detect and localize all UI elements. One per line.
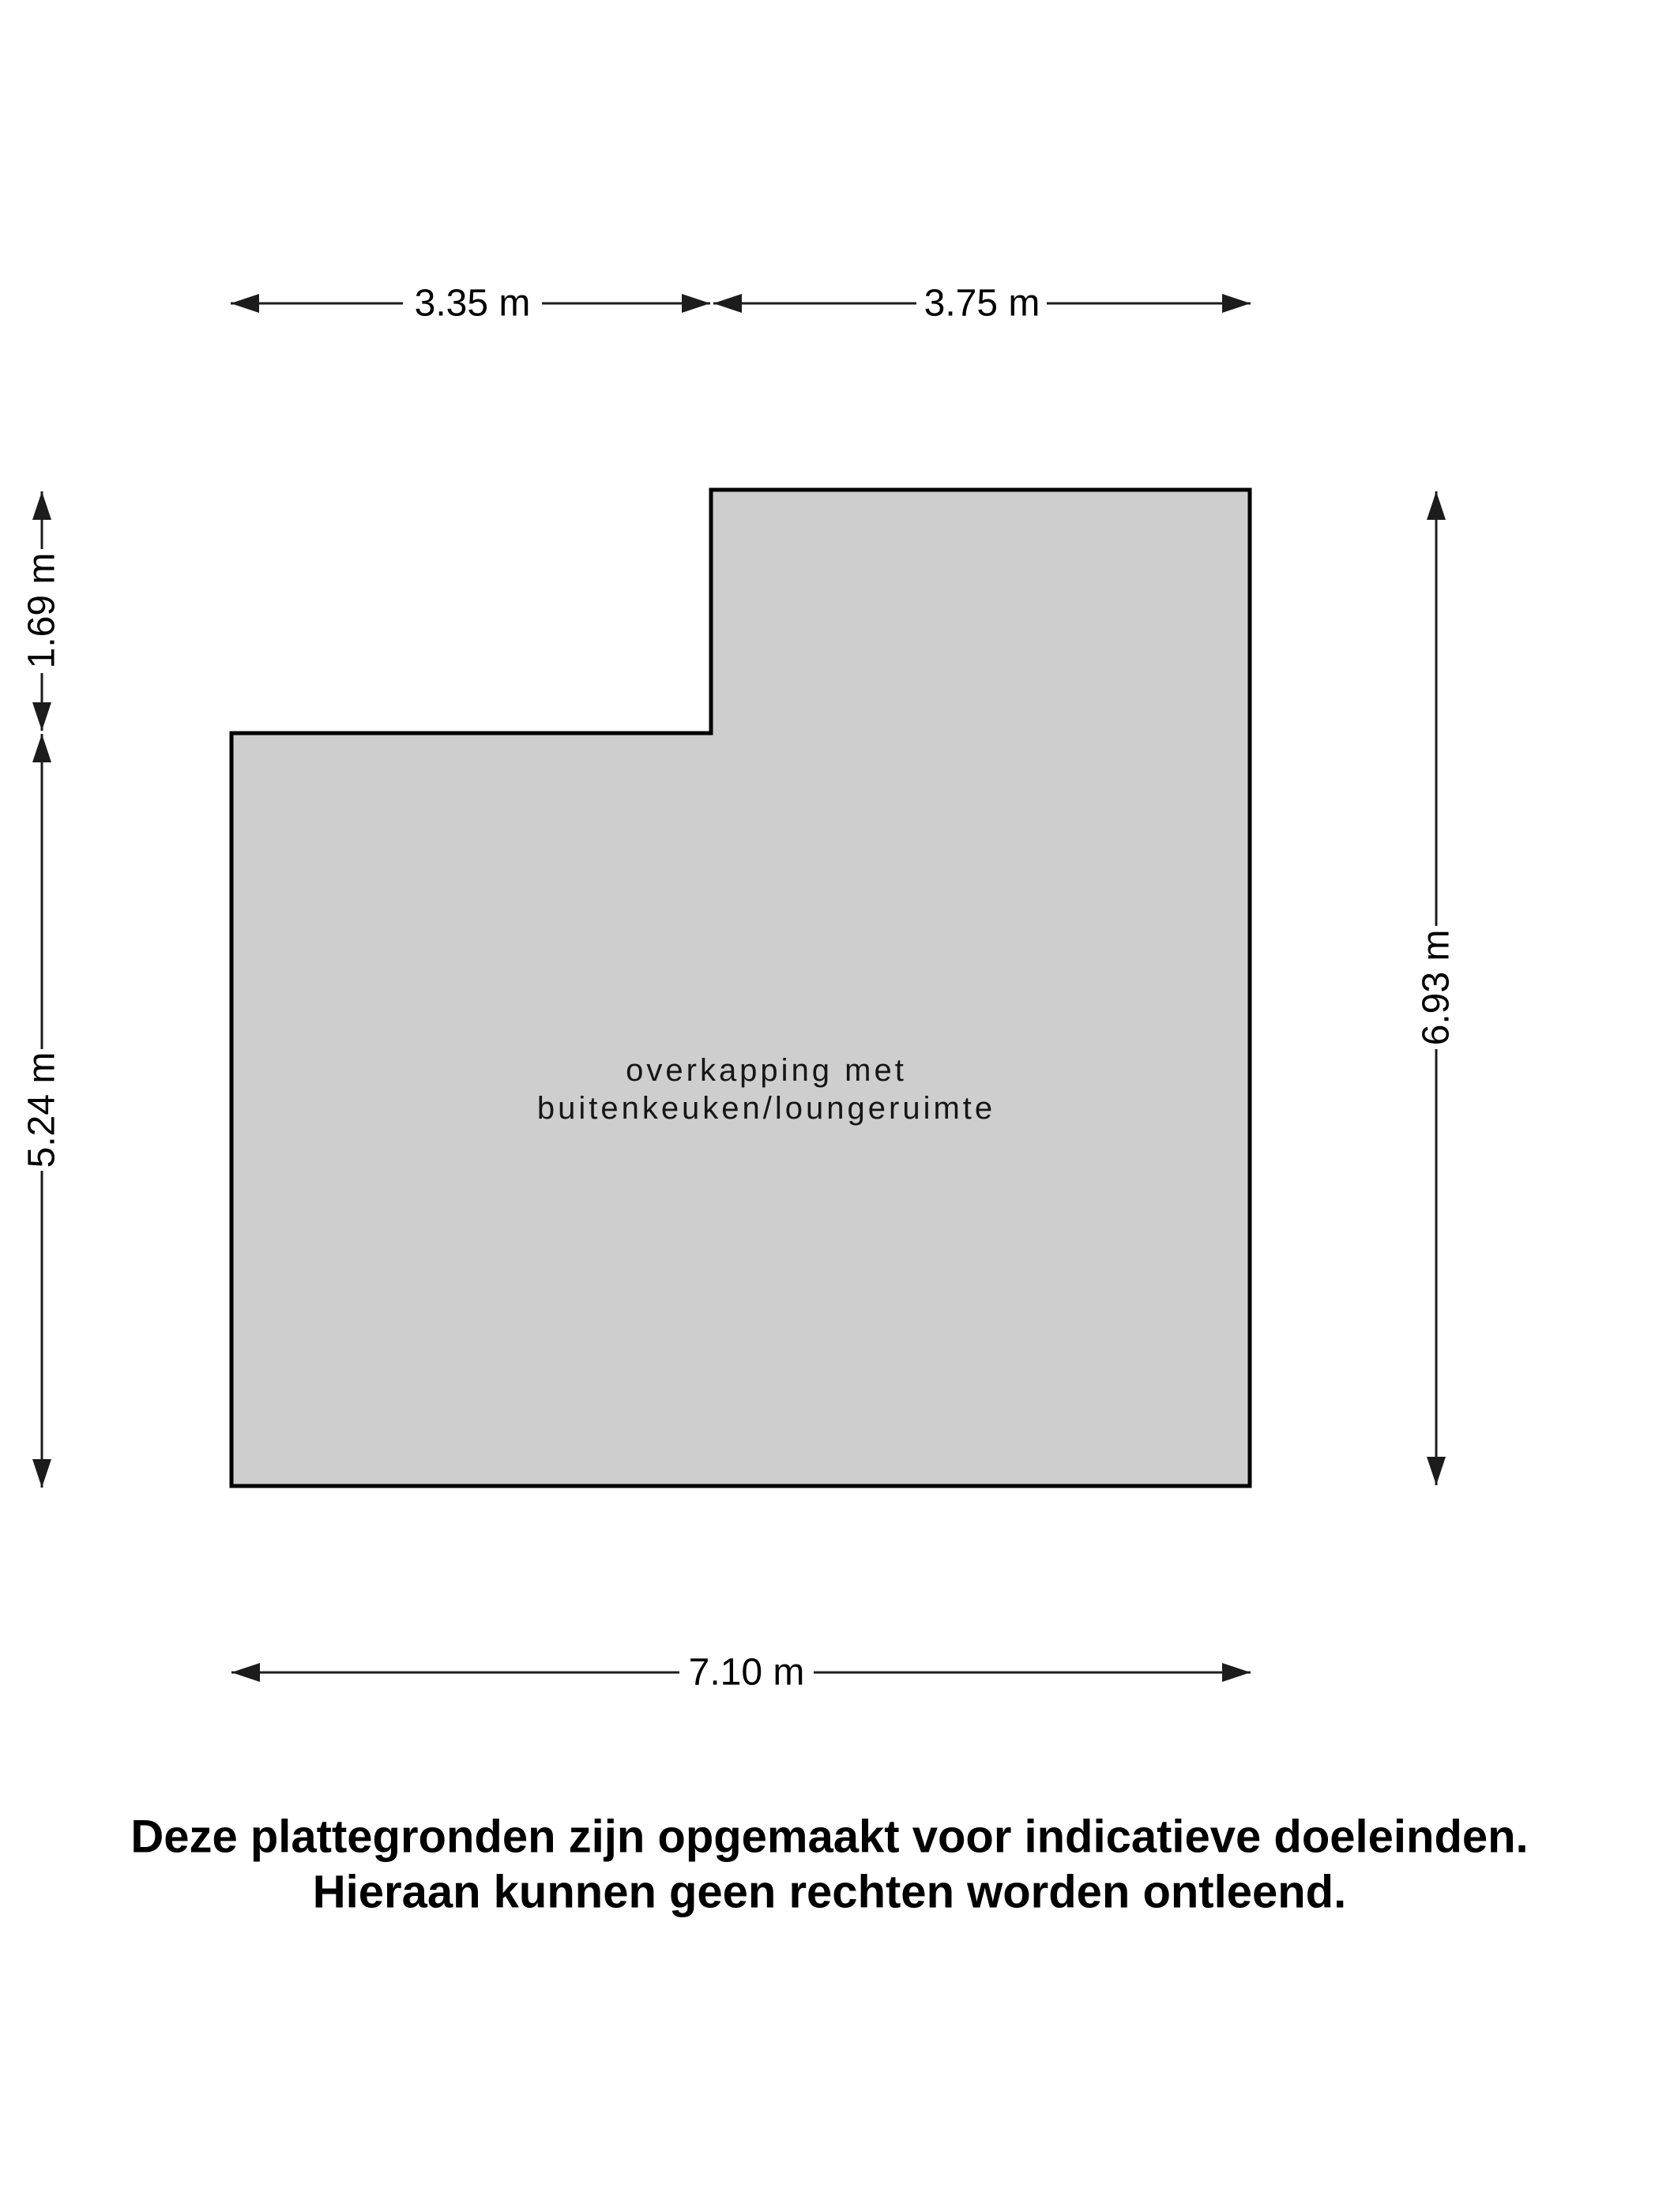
arrow-up-icon	[32, 734, 51, 762]
dimension-label-left-lower: 5.24 m	[21, 1052, 63, 1168]
arrow-up-icon	[32, 491, 51, 520]
arrow-right-icon	[1222, 294, 1251, 313]
disclaimer-line1: Deze plattegronden zijn opgemaakt voor i…	[130, 1811, 1528, 1863]
arrow-down-icon	[32, 702, 51, 731]
disclaimer-line2: Hieraan kunnen geen rechten worden ontle…	[313, 1867, 1346, 1918]
dimension-label-bottom: 7.10 m	[689, 1652, 805, 1694]
room-label-line1: overkapping met	[626, 1053, 907, 1088]
dimension-lines	[40, 302, 1438, 1674]
arrow-left-icon	[231, 1663, 260, 1682]
dimension-arrowheads	[32, 294, 1446, 1682]
arrow-down-icon	[1427, 1457, 1446, 1485]
arrow-right-icon	[682, 294, 710, 313]
dimension-label-left-upper: 1.69 m	[21, 553, 63, 669]
dimension-label-right: 6.93 m	[1416, 930, 1458, 1046]
arrow-up-icon	[1427, 491, 1446, 520]
room-label-line2: buitenkeuken/loungeruimte	[537, 1091, 995, 1126]
dimension-label-top-right: 3.75 m	[924, 283, 1040, 325]
floor-plan-shape-group	[229, 487, 1252, 1488]
floor-plan-shape	[229, 487, 1252, 1488]
arrow-down-icon	[32, 1459, 51, 1488]
arrow-left-icon	[713, 294, 742, 313]
arrow-right-icon	[1222, 1663, 1251, 1682]
dimension-label-top-left: 3.35 m	[415, 283, 531, 325]
arrow-left-icon	[231, 294, 259, 313]
